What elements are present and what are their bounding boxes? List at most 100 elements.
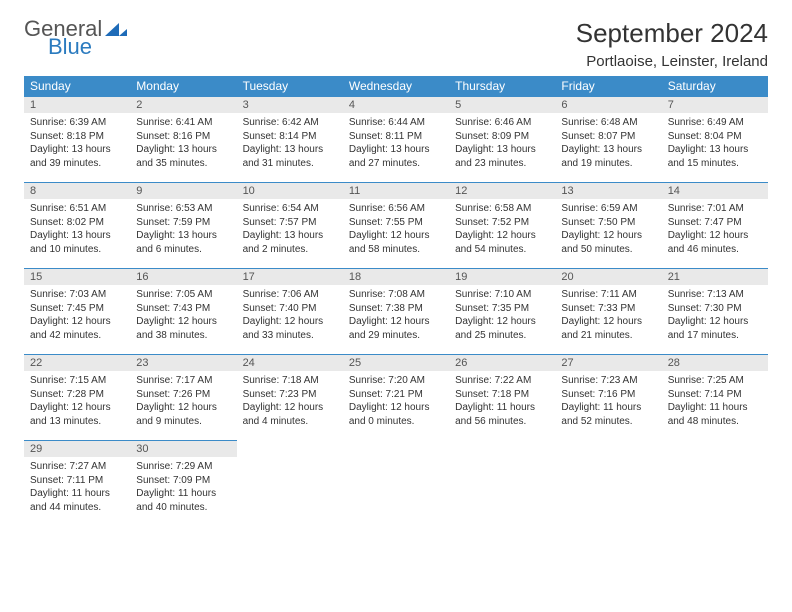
- day-details: Sunrise: 6:49 AMSunset: 8:04 PMDaylight:…: [662, 113, 768, 176]
- day-number: 20: [555, 268, 661, 285]
- sunrise-line: Sunrise: 7:27 AM: [30, 460, 124, 474]
- title-block: September 2024 Portlaoise, Leinster, Ire…: [576, 18, 768, 70]
- day-number: 10: [237, 182, 343, 199]
- daylight-line: Daylight: 13 hours and 10 minutes.: [30, 229, 124, 256]
- day-number: 16: [130, 268, 236, 285]
- weekday-header: Tuesday: [237, 76, 343, 96]
- calendar-row: 1Sunrise: 6:39 AMSunset: 8:18 PMDaylight…: [24, 96, 768, 182]
- sunrise-line: Sunrise: 6:54 AM: [243, 202, 337, 216]
- calendar-cell: 5Sunrise: 6:46 AMSunset: 8:09 PMDaylight…: [449, 96, 555, 182]
- brand-word2: Blue: [48, 36, 127, 58]
- weekday-header: Monday: [130, 76, 236, 96]
- daylight-line: Daylight: 12 hours and 4 minutes.: [243, 401, 337, 428]
- day-number: 2: [130, 96, 236, 113]
- day-number: 21: [662, 268, 768, 285]
- sunrise-line: Sunrise: 7:22 AM: [455, 374, 549, 388]
- day-number: 6: [555, 96, 661, 113]
- day-number: 13: [555, 182, 661, 199]
- day-number: 19: [449, 268, 555, 285]
- calendar-row: 29Sunrise: 7:27 AMSunset: 7:11 PMDayligh…: [24, 440, 768, 526]
- sunset-line: Sunset: 7:57 PM: [243, 216, 337, 230]
- daylight-line: Daylight: 11 hours and 56 minutes.: [455, 401, 549, 428]
- sunrise-line: Sunrise: 6:44 AM: [349, 116, 443, 130]
- sunset-line: Sunset: 7:26 PM: [136, 388, 230, 402]
- day-details: Sunrise: 6:51 AMSunset: 8:02 PMDaylight:…: [24, 199, 130, 262]
- calendar-row: 8Sunrise: 6:51 AMSunset: 8:02 PMDaylight…: [24, 182, 768, 268]
- day-details: Sunrise: 7:08 AMSunset: 7:38 PMDaylight:…: [343, 285, 449, 348]
- sunset-line: Sunset: 7:35 PM: [455, 302, 549, 316]
- sunrise-line: Sunrise: 7:01 AM: [668, 202, 762, 216]
- location-text: Portlaoise, Leinster, Ireland: [576, 53, 768, 70]
- sunset-line: Sunset: 8:16 PM: [136, 130, 230, 144]
- calendar-cell: 13Sunrise: 6:59 AMSunset: 7:50 PMDayligh…: [555, 182, 661, 268]
- day-details: Sunrise: 6:54 AMSunset: 7:57 PMDaylight:…: [237, 199, 343, 262]
- day-details: Sunrise: 7:03 AMSunset: 7:45 PMDaylight:…: [24, 285, 130, 348]
- month-title: September 2024: [576, 18, 768, 49]
- day-number: 15: [24, 268, 130, 285]
- sunrise-line: Sunrise: 7:08 AM: [349, 288, 443, 302]
- sunset-line: Sunset: 7:30 PM: [668, 302, 762, 316]
- sunset-line: Sunset: 7:40 PM: [243, 302, 337, 316]
- sunset-line: Sunset: 7:09 PM: [136, 474, 230, 488]
- day-details: Sunrise: 6:59 AMSunset: 7:50 PMDaylight:…: [555, 199, 661, 262]
- day-number: 17: [237, 268, 343, 285]
- calendar-table: SundayMondayTuesdayWednesdayThursdayFrid…: [24, 76, 768, 526]
- sunset-line: Sunset: 7:28 PM: [30, 388, 124, 402]
- calendar-cell: 20Sunrise: 7:11 AMSunset: 7:33 PMDayligh…: [555, 268, 661, 354]
- sunrise-line: Sunrise: 7:29 AM: [136, 460, 230, 474]
- day-number: 4: [343, 96, 449, 113]
- sunset-line: Sunset: 7:11 PM: [30, 474, 124, 488]
- weekday-header: Wednesday: [343, 76, 449, 96]
- day-number: 12: [449, 182, 555, 199]
- daylight-line: Daylight: 11 hours and 52 minutes.: [561, 401, 655, 428]
- daylight-line: Daylight: 12 hours and 50 minutes.: [561, 229, 655, 256]
- calendar-cell: 4Sunrise: 6:44 AMSunset: 8:11 PMDaylight…: [343, 96, 449, 182]
- day-details: Sunrise: 6:39 AMSunset: 8:18 PMDaylight:…: [24, 113, 130, 176]
- day-details: Sunrise: 6:58 AMSunset: 7:52 PMDaylight:…: [449, 199, 555, 262]
- sunrise-line: Sunrise: 6:51 AM: [30, 202, 124, 216]
- calendar-cell: 27Sunrise: 7:23 AMSunset: 7:16 PMDayligh…: [555, 354, 661, 440]
- day-details: Sunrise: 7:11 AMSunset: 7:33 PMDaylight:…: [555, 285, 661, 348]
- weekday-header: Friday: [555, 76, 661, 96]
- calendar-row: 15Sunrise: 7:03 AMSunset: 7:45 PMDayligh…: [24, 268, 768, 354]
- calendar-cell: 18Sunrise: 7:08 AMSunset: 7:38 PMDayligh…: [343, 268, 449, 354]
- daylight-line: Daylight: 12 hours and 9 minutes.: [136, 401, 230, 428]
- sunset-line: Sunset: 7:47 PM: [668, 216, 762, 230]
- day-number: 24: [237, 354, 343, 371]
- day-details: Sunrise: 6:46 AMSunset: 8:09 PMDaylight:…: [449, 113, 555, 176]
- calendar-cell: 25Sunrise: 7:20 AMSunset: 7:21 PMDayligh…: [343, 354, 449, 440]
- sunset-line: Sunset: 7:23 PM: [243, 388, 337, 402]
- sunrise-line: Sunrise: 7:23 AM: [561, 374, 655, 388]
- sunrise-line: Sunrise: 6:42 AM: [243, 116, 337, 130]
- daylight-line: Daylight: 12 hours and 54 minutes.: [455, 229, 549, 256]
- day-details: Sunrise: 6:42 AMSunset: 8:14 PMDaylight:…: [237, 113, 343, 176]
- sunset-line: Sunset: 7:38 PM: [349, 302, 443, 316]
- daylight-line: Daylight: 12 hours and 33 minutes.: [243, 315, 337, 342]
- day-details: Sunrise: 7:20 AMSunset: 7:21 PMDaylight:…: [343, 371, 449, 434]
- sunset-line: Sunset: 7:18 PM: [455, 388, 549, 402]
- calendar-cell: 24Sunrise: 7:18 AMSunset: 7:23 PMDayligh…: [237, 354, 343, 440]
- sunset-line: Sunset: 8:02 PM: [30, 216, 124, 230]
- calendar-cell: 29Sunrise: 7:27 AMSunset: 7:11 PMDayligh…: [24, 440, 130, 526]
- sunset-line: Sunset: 7:45 PM: [30, 302, 124, 316]
- day-details: Sunrise: 7:25 AMSunset: 7:14 PMDaylight:…: [662, 371, 768, 434]
- day-number: 3: [237, 96, 343, 113]
- day-details: Sunrise: 7:18 AMSunset: 7:23 PMDaylight:…: [237, 371, 343, 434]
- calendar-cell: 23Sunrise: 7:17 AMSunset: 7:26 PMDayligh…: [130, 354, 236, 440]
- calendar-cell: 15Sunrise: 7:03 AMSunset: 7:45 PMDayligh…: [24, 268, 130, 354]
- calendar-cell: [449, 440, 555, 526]
- sunset-line: Sunset: 8:18 PM: [30, 130, 124, 144]
- daylight-line: Daylight: 11 hours and 44 minutes.: [30, 487, 124, 514]
- day-number: 18: [343, 268, 449, 285]
- sunset-line: Sunset: 7:43 PM: [136, 302, 230, 316]
- sunrise-line: Sunrise: 6:56 AM: [349, 202, 443, 216]
- weekday-header: Thursday: [449, 76, 555, 96]
- day-details: Sunrise: 7:13 AMSunset: 7:30 PMDaylight:…: [662, 285, 768, 348]
- calendar-cell: 1Sunrise: 6:39 AMSunset: 8:18 PMDaylight…: [24, 96, 130, 182]
- sunset-line: Sunset: 7:50 PM: [561, 216, 655, 230]
- sunrise-line: Sunrise: 7:13 AM: [668, 288, 762, 302]
- day-number: 27: [555, 354, 661, 371]
- calendar-cell: 26Sunrise: 7:22 AMSunset: 7:18 PMDayligh…: [449, 354, 555, 440]
- sunset-line: Sunset: 7:14 PM: [668, 388, 762, 402]
- daylight-line: Daylight: 13 hours and 23 minutes.: [455, 143, 549, 170]
